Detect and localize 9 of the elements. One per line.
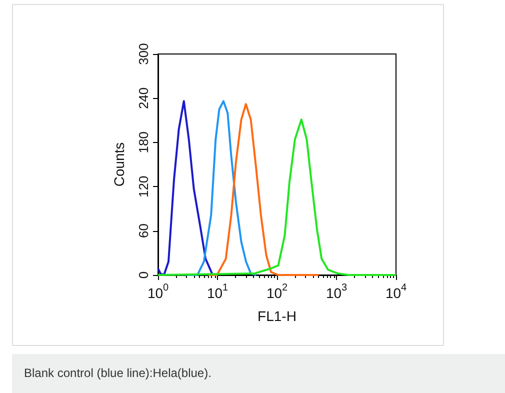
y-tick-label: 300 [136, 43, 151, 65]
y-axis-title: Counts [111, 142, 127, 187]
x-axis-title: FL1-H [258, 308, 296, 324]
y-tick-label: 60 [136, 224, 151, 238]
y-tick-label: 180 [136, 132, 151, 154]
y-tick-label: 240 [136, 87, 151, 110]
text: Blank control (blue line):Hela(blue). [12, 354, 505, 393]
y-tick-label: 120 [136, 176, 151, 198]
y-tick-label: 0 [136, 271, 151, 279]
